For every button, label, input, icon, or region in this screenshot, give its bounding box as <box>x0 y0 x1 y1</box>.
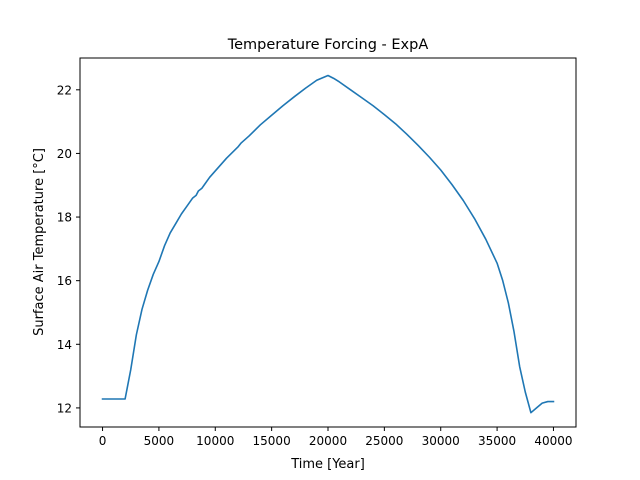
y-tick-label: 16 <box>57 274 72 288</box>
plot-area <box>101 74 555 414</box>
y-tick-label: 20 <box>57 147 72 161</box>
x-tick-label: 10000 <box>196 434 234 448</box>
x-axis: 0 5000 10000 15000 20000 25000 30000 35000 40000 <box>99 427 573 448</box>
y-tick-label: 18 <box>57 211 72 225</box>
x-axis-label: Time [Year] <box>290 457 365 472</box>
y-axis-label: Surface Air Temperature [°C] <box>32 148 47 336</box>
chart-title: Temperature Forcing - ExpA <box>227 37 429 53</box>
x-tick-label: 25000 <box>365 434 403 448</box>
y-tick-label: 14 <box>57 338 72 352</box>
y-axis: 12 14 16 18 20 22 <box>57 83 80 415</box>
x-tick-label: 30000 <box>422 434 460 448</box>
x-tick-label: 40000 <box>534 434 572 448</box>
x-tick-label: 5000 <box>144 434 175 448</box>
x-tick-label: 35000 <box>478 434 516 448</box>
y-tick-label: 22 <box>57 83 72 97</box>
x-tick-label: 0 <box>99 434 107 448</box>
series-line-0 <box>101 74 555 414</box>
x-tick-label: 20000 <box>309 434 347 448</box>
y-tick-label: 12 <box>57 401 72 415</box>
x-tick-label: 15000 <box>253 434 291 448</box>
